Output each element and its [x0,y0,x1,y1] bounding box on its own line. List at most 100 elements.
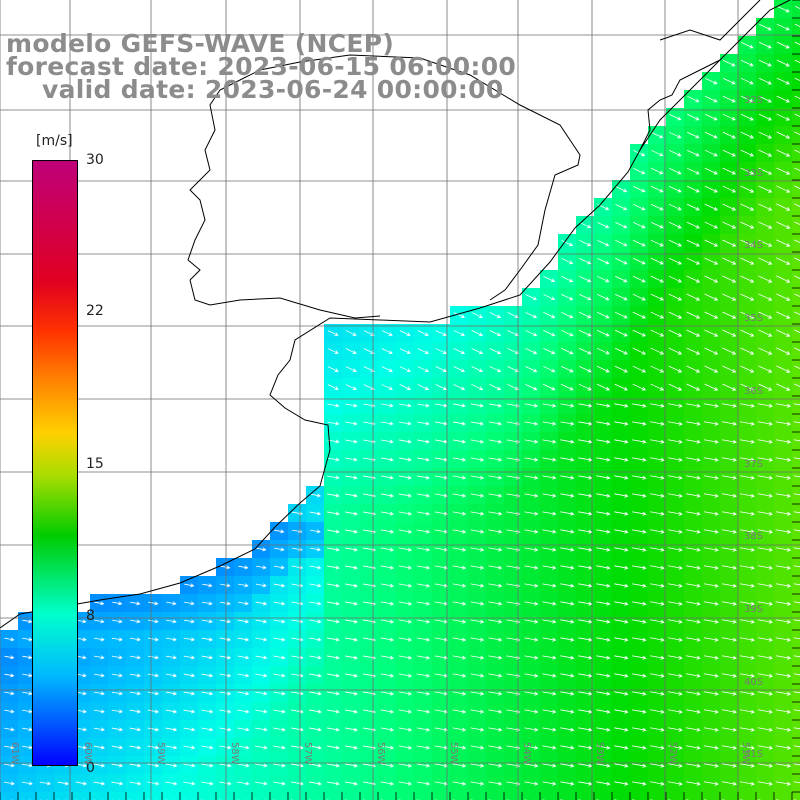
wind-arrow [273,637,286,642]
wind-arrow [758,275,773,283]
wind-arrow [488,565,503,570]
wind-arrow [776,185,791,193]
wind-arrow [685,529,701,534]
wind-arrow [686,275,701,283]
colorbar-tick-8: 8 [86,608,95,624]
wind-arrow [596,781,611,786]
wind-arrow [220,565,231,570]
wind-arrow [452,619,467,624]
wind-cell [522,792,540,800]
wind-cell [792,162,800,180]
wind-arrow [399,348,411,355]
wind-arrow [776,293,791,301]
wind-arrow [632,529,647,534]
wind-arrow [685,745,701,750]
wind-cell [792,180,800,198]
wind-arrow [488,619,503,624]
wind-arrow [560,727,575,732]
wind-arrow [542,547,557,552]
wind-arrow [775,691,792,696]
lat-label-39s: 39S [744,604,764,615]
wind-arrow [309,547,321,552]
wind-arrow [650,347,665,355]
wind-arrow [291,619,304,624]
wind-arrow [722,257,737,265]
wind-arrow [398,547,413,552]
wind-arrow [326,745,340,750]
wind-arrow [273,673,286,678]
wind-arrow [794,311,800,315]
lat-label-36s: 36S [744,386,764,397]
wind-arrow [776,383,791,391]
wind-arrow [470,655,485,660]
wind-arrow [650,637,665,642]
wind-arrow [668,257,682,265]
wind-arrow [309,637,322,642]
wind-arrow [506,439,521,444]
wind-arrow [202,601,213,606]
wind-arrow [650,601,665,606]
wind-cell [0,792,18,800]
wind-arrow [757,475,773,480]
wind-arrow [273,763,286,768]
wind-arrow [93,745,106,750]
wind-arrow [380,709,394,714]
wind-cell [792,432,800,450]
wind-arrow [416,565,431,570]
wind-arrow [703,493,719,498]
wind-arrow [22,619,33,624]
wind-arrow [685,547,701,552]
wind-arrow [308,709,322,714]
wind-arrow [722,131,736,139]
wind-arrow [273,709,286,714]
wind-arrow [452,673,467,678]
wind-arrow [668,781,683,786]
wind-arrow [614,493,629,498]
wind-arrow [112,601,123,606]
wind-arrow [721,673,737,678]
wind-arrow [344,493,358,498]
wind-arrow [201,691,214,696]
wind-arrow [722,149,736,157]
wind-arrow [650,311,665,319]
colorbar-tick-15: 15 [86,456,104,472]
wind-arrow [740,203,755,211]
wind-arrow [560,619,575,624]
wind-arrow [739,691,755,696]
wind-arrow [524,745,539,750]
wind-arrow [326,781,340,786]
wind-arrow [650,421,665,426]
wind-arrow [739,439,755,444]
wind-arrow [703,691,719,696]
wind-arrow [758,383,773,391]
wind-arrow [615,186,628,193]
wind-arrow [721,583,737,588]
wind-cell [612,792,630,800]
wind-arrow [453,348,466,355]
wind-arrow [650,673,665,678]
wind-arrow [488,655,503,660]
lon-label-53w: 53W [594,742,605,765]
wind-arrow [632,221,646,229]
wind-cell [360,792,378,800]
wind-arrow [793,403,800,406]
wind-arrow [344,511,358,516]
wind-cell [792,792,800,800]
wind-arrow [22,673,33,678]
wind-cell [792,414,800,432]
wind-arrow [650,691,665,696]
wind-arrow [739,403,755,408]
wind-arrow [721,691,737,696]
wind-arrow [632,347,647,355]
wind-arrow [739,619,755,624]
wind-arrow [722,365,737,373]
wind-arrow [57,781,70,786]
wind-arrow [416,637,431,642]
wind-arrow [757,403,773,408]
wind-arrow [560,511,575,516]
wind-arrow [219,691,232,696]
wind-arrow [650,457,665,462]
wind-arrow [542,745,557,750]
wind-arrow [740,167,755,175]
wind-arrow [793,763,800,766]
